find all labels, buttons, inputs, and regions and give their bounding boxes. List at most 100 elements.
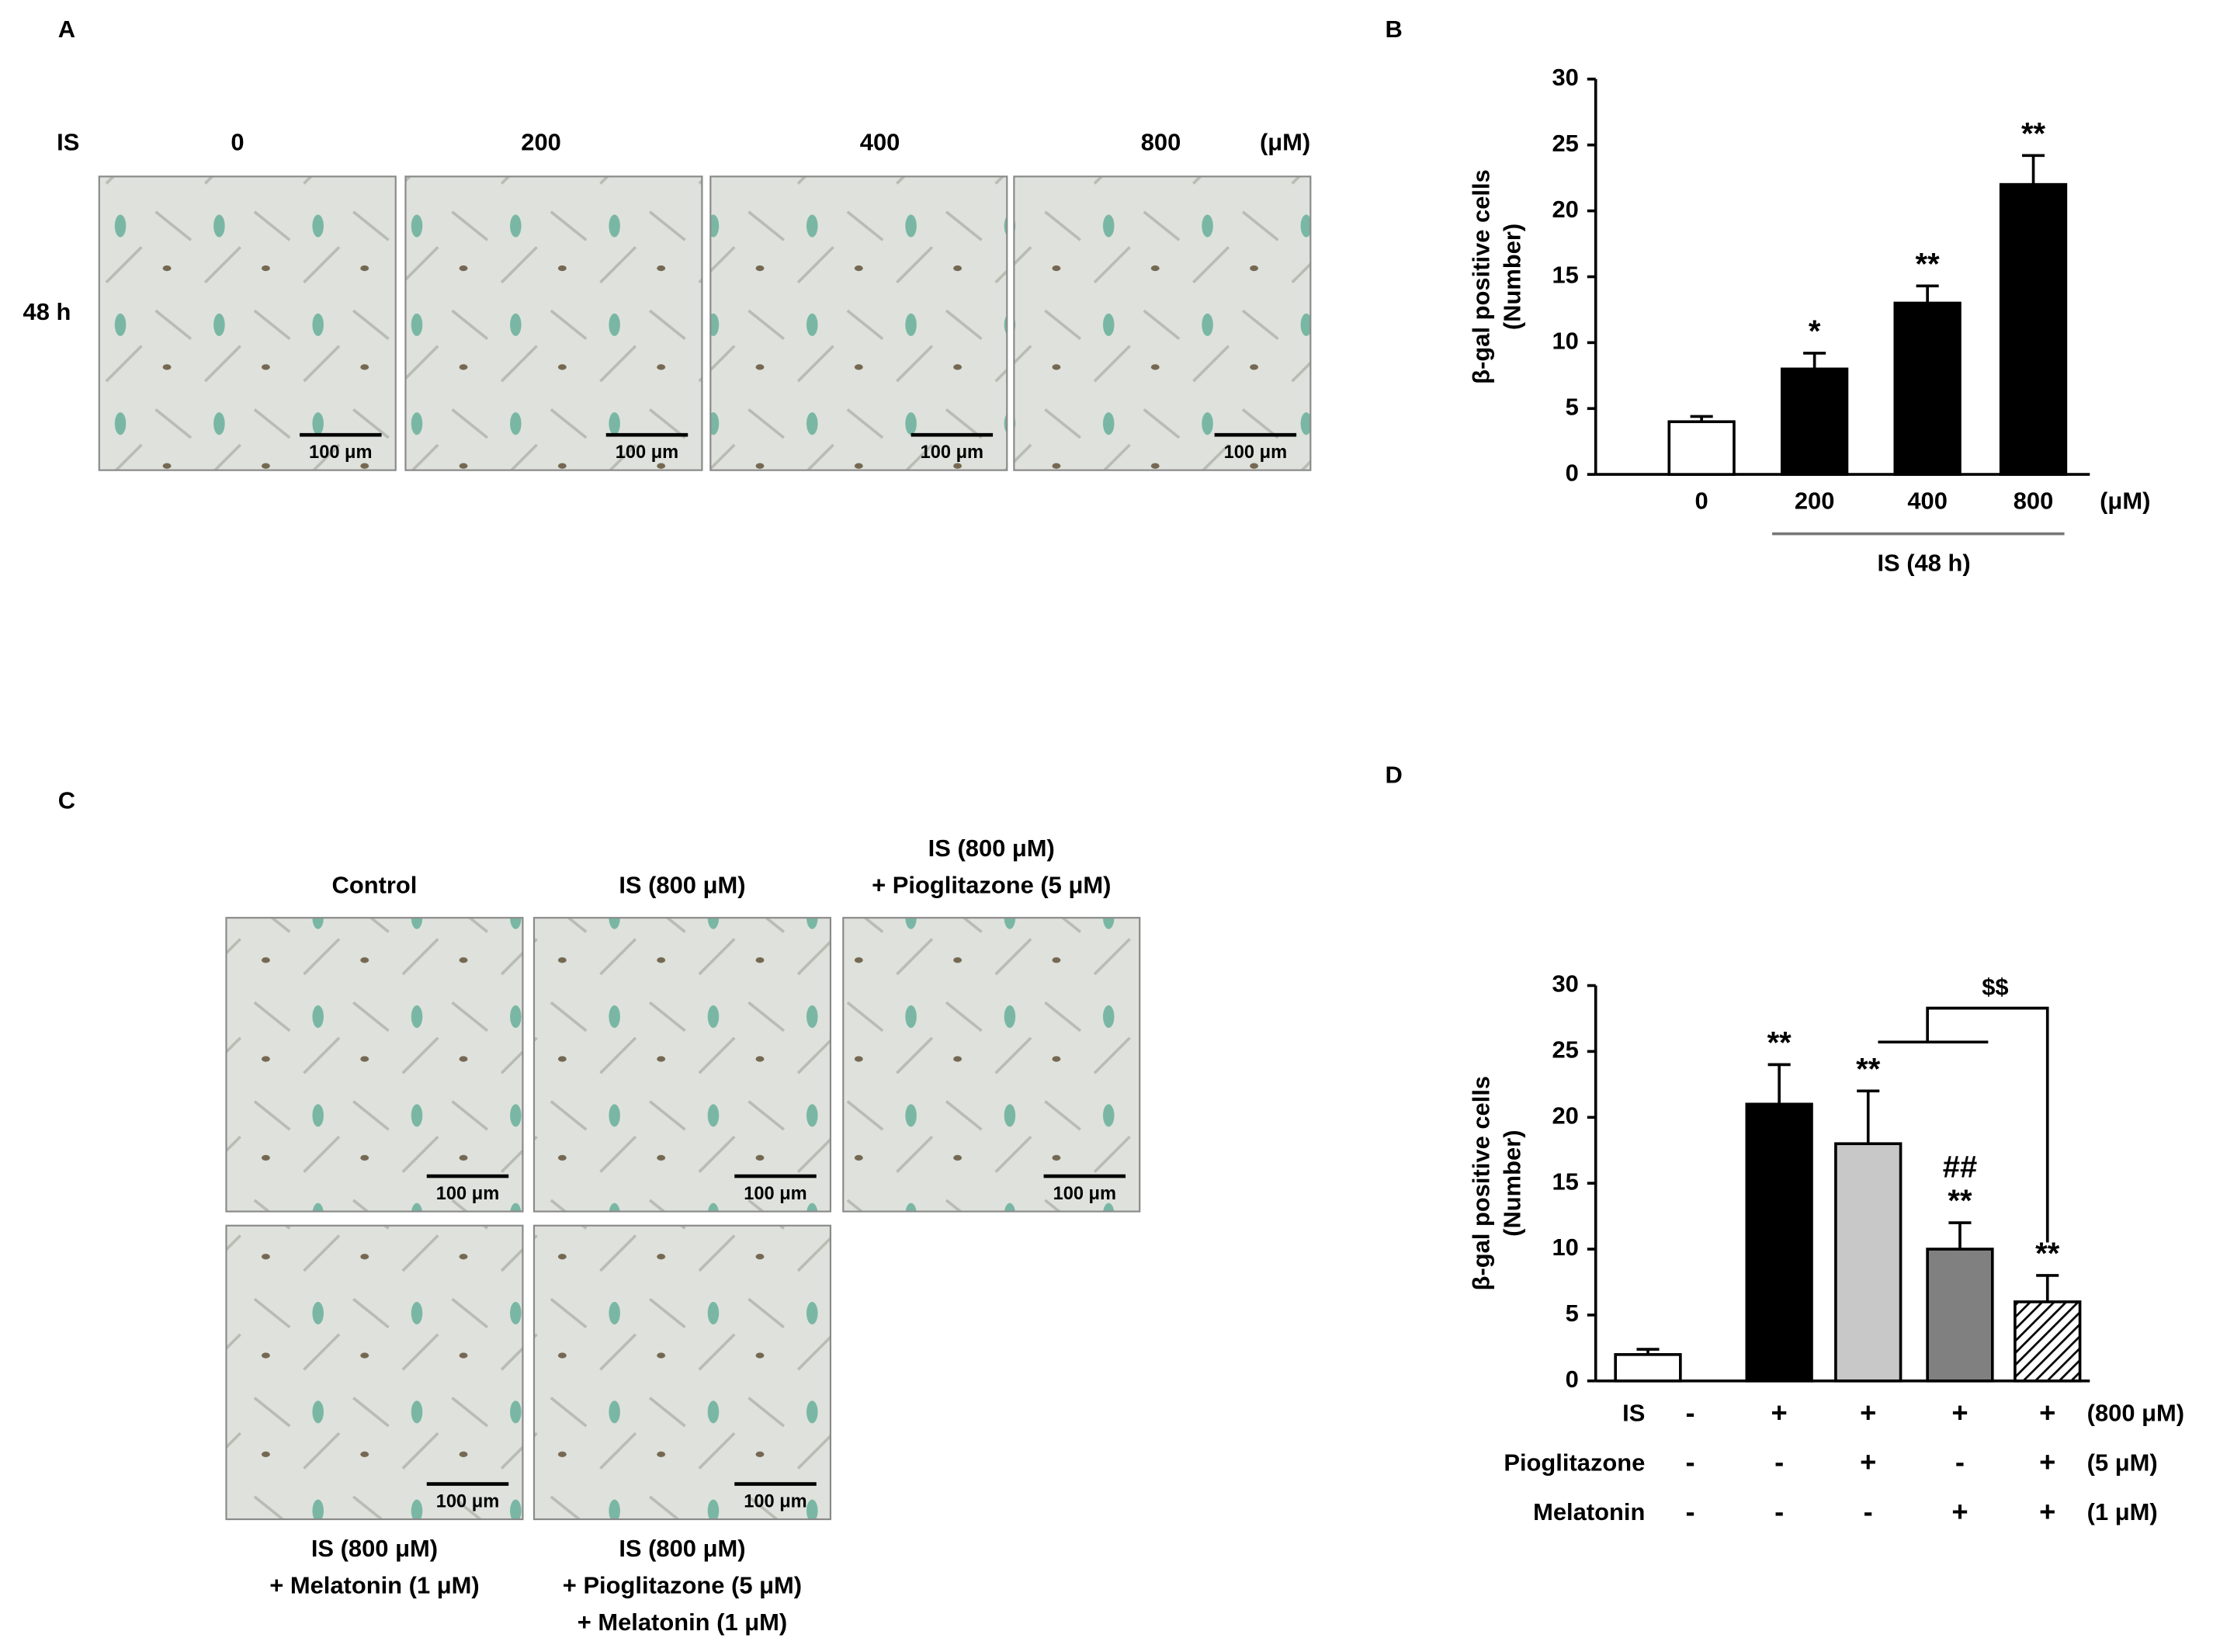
y-axis-label: β-gal positive cells	[1467, 169, 1494, 384]
x-tick-label: 0	[1695, 488, 1708, 515]
scale-bar-label: 100 μm	[1053, 1184, 1116, 1204]
significance-label: **	[1856, 1052, 1881, 1086]
column-label: 200	[521, 129, 561, 156]
bar	[1834, 1142, 1903, 1383]
x-tick-label: 200	[1795, 488, 1835, 515]
scale-bar-label: 100 μm	[744, 1184, 806, 1204]
image-label: IS (800 μM)	[619, 871, 745, 898]
condition-mark: -	[1686, 1446, 1695, 1478]
y-tick-label: 25	[1552, 1036, 1578, 1064]
column-label: 800	[1141, 129, 1181, 156]
bar	[2014, 1300, 2082, 1383]
y-tick-label: 10	[1552, 328, 1578, 355]
x-tick-label: 800	[2014, 488, 2054, 515]
micrograph	[225, 917, 524, 1213]
image-label: IS (800 μM)	[928, 835, 1055, 862]
condition-mark: -	[1686, 1495, 1695, 1527]
condition-mark: +	[1951, 1397, 1968, 1428]
y-tick-label: 30	[1552, 970, 1578, 998]
bar	[1893, 301, 1962, 476]
y-tick-label: 15	[1552, 1168, 1578, 1195]
micrograph	[404, 175, 703, 471]
significance-label: **	[1916, 247, 1941, 281]
panel-letter: A	[58, 16, 75, 43]
image-label: Control	[332, 871, 418, 898]
condition-unit: (1 μM)	[2087, 1498, 2158, 1525]
bar	[1780, 367, 1849, 476]
scale-bar-label: 100 μm	[616, 442, 678, 463]
y-tick-label: 20	[1552, 1102, 1578, 1129]
micrograph	[1013, 175, 1312, 471]
bar	[1667, 420, 1736, 476]
bar	[1614, 1353, 1682, 1383]
bar	[1926, 1248, 1994, 1383]
scale-bar-label: 100 μm	[436, 1491, 499, 1511]
scale-bar-label: 100 μm	[921, 442, 983, 463]
y-tick-label: 5	[1566, 393, 1579, 420]
image-label: + Melatonin (1 μM)	[269, 1572, 479, 1599]
micrograph	[532, 917, 832, 1213]
image-label: + Pioglitazone (5 μM)	[563, 1572, 802, 1599]
significance-label: ##	[1943, 1150, 1978, 1185]
image-label: IS (800 μM)	[619, 1535, 745, 1562]
micrograph	[709, 175, 1008, 471]
condition-mark: -	[1955, 1446, 1965, 1478]
condition-mark: +	[1951, 1495, 1968, 1527]
y-tick-label: 15	[1552, 262, 1578, 289]
x-unit: (μM)	[2100, 488, 2150, 515]
condition-mark: -	[1686, 1397, 1695, 1428]
scale-bar-label: 100 μm	[1224, 442, 1287, 463]
row-label: IS	[57, 129, 79, 156]
condition-label: Melatonin	[1533, 1498, 1645, 1525]
column-label: 400	[860, 129, 900, 156]
time-label: 48 h	[23, 298, 71, 325]
panel-letter: B	[1385, 16, 1402, 43]
condition-unit: (5 μM)	[2087, 1449, 2158, 1476]
unit-label: (μM)	[1260, 129, 1310, 156]
x-tick-label: 400	[1907, 488, 1948, 515]
significance-bracket	[1878, 1006, 2049, 1243]
column-label: 0	[231, 129, 244, 156]
micrograph	[98, 175, 397, 471]
micrograph	[532, 1224, 832, 1521]
condition-mark: -	[1864, 1495, 1873, 1527]
y-axis-label: (Number)	[1498, 1130, 1525, 1236]
micrograph	[842, 917, 1141, 1213]
y-tick-label: 10	[1552, 1234, 1578, 1261]
condition-mark: +	[2039, 1397, 2055, 1428]
y-tick-label: 5	[1566, 1300, 1579, 1327]
image-label: IS (800 μM)	[311, 1535, 438, 1562]
panel-letter: D	[1385, 762, 1402, 789]
condition-mark: +	[2039, 1495, 2055, 1527]
scale-bar-label: 100 μm	[436, 1184, 499, 1204]
y-axis-label: (Number)	[1498, 224, 1525, 330]
significance-label: *	[1809, 314, 1821, 349]
scale-bar-label: 100 μm	[309, 442, 372, 463]
y-tick-label: 0	[1566, 459, 1579, 486]
significance-label: **	[1767, 1026, 1792, 1060]
image-label: + Melatonin (1 μM)	[578, 1609, 787, 1636]
micrograph	[225, 1224, 524, 1521]
group-label: IS (48 h)	[1877, 550, 1970, 577]
y-tick-label: 25	[1552, 130, 1578, 157]
condition-label: IS	[1622, 1400, 1645, 1427]
significance-label: **	[2021, 116, 2046, 151]
image-label: + Pioglitazone (5 μM)	[872, 871, 1111, 898]
bar	[1745, 1102, 1813, 1383]
condition-unit: (800 μM)	[2087, 1400, 2184, 1427]
y-tick-label: 30	[1552, 64, 1578, 91]
y-tick-label: 0	[1566, 1366, 1579, 1393]
y-axis-label: β-gal positive cells	[1467, 1076, 1494, 1291]
bracket-label: $$	[1982, 973, 2008, 1000]
y-tick-label: 20	[1552, 196, 1578, 223]
scale-bar-label: 100 μm	[744, 1491, 806, 1511]
condition-mark: +	[2039, 1446, 2055, 1478]
bracket-line	[1926, 1006, 2049, 1243]
condition-mark: +	[1860, 1397, 1876, 1428]
panel-letter: C	[58, 786, 75, 814]
significance-label: **	[1948, 1184, 1972, 1218]
condition-mark: +	[1771, 1397, 1788, 1428]
condition-mark: -	[1774, 1446, 1784, 1478]
